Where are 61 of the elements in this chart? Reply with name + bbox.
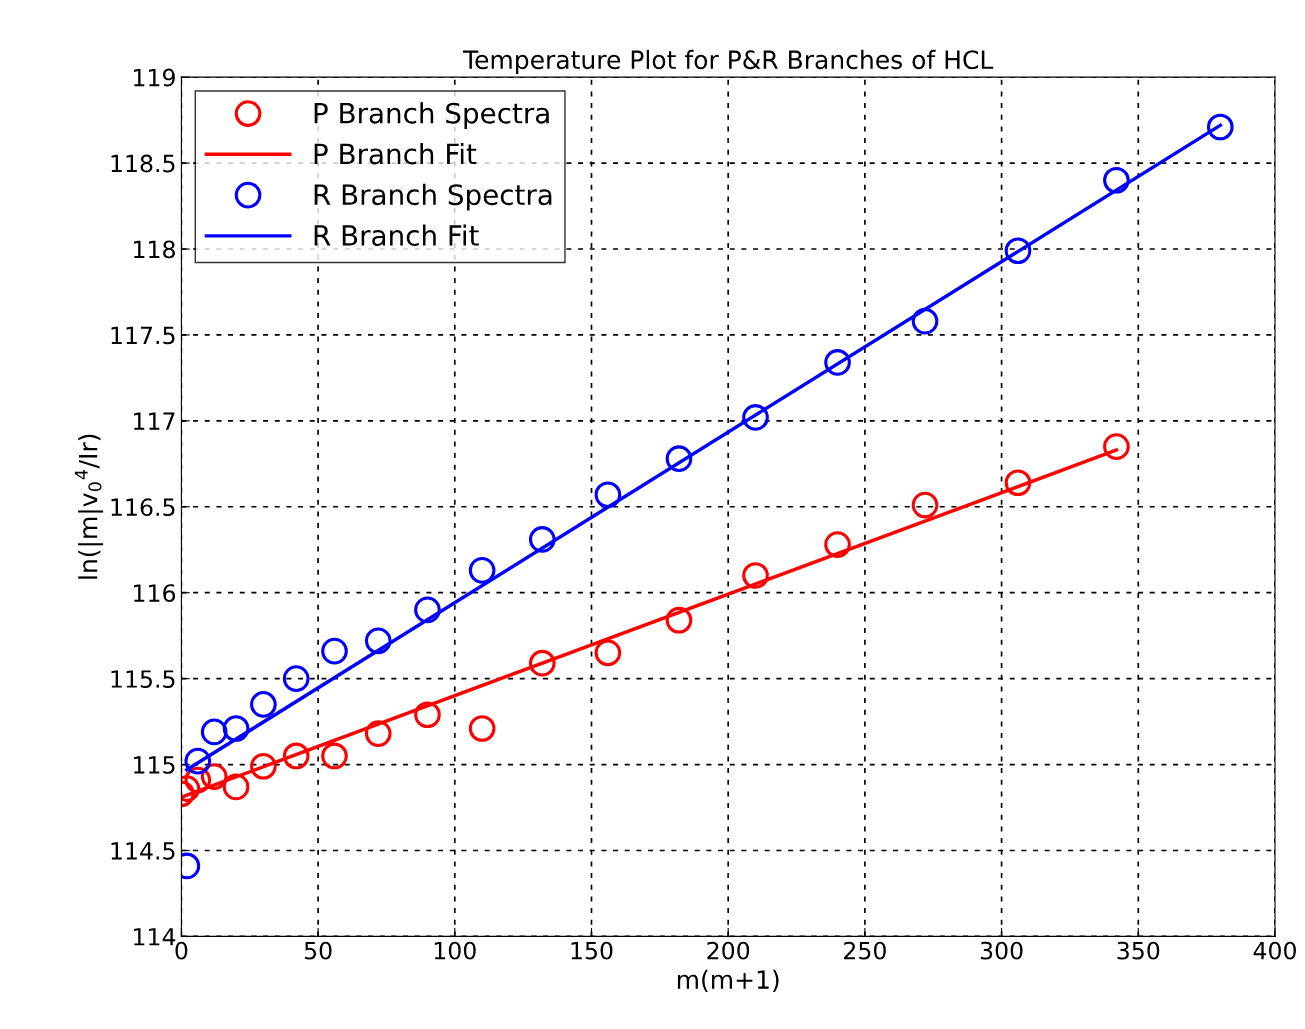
y-tick-label: 116.5 (111, 498, 175, 517)
point (528, 526, 556, 553)
point (282, 665, 310, 692)
legend-label: P Branch Spectra (314, 102, 549, 130)
point (1206, 113, 1234, 141)
y-tick-label: 115.5 (111, 670, 175, 688)
point (1103, 433, 1130, 460)
point (665, 606, 693, 634)
point (742, 562, 769, 589)
x-tick-label: 350 (1117, 941, 1160, 960)
y-tick-label: 119 (134, 68, 175, 87)
point (911, 491, 939, 519)
point (364, 627, 392, 655)
point (528, 649, 556, 677)
y-tick-label: 117 (134, 412, 175, 430)
y-tick-label: 114 (134, 928, 176, 946)
legend-label: R Branch Fit (314, 224, 479, 246)
point (222, 715, 250, 742)
y-tick-label: 114.5 (111, 842, 175, 860)
x-tick-label: 100 (434, 941, 476, 960)
x-tick-label: 400 (1253, 941, 1296, 960)
point (184, 766, 212, 794)
point (414, 701, 441, 729)
x-tick-label: 300 (980, 941, 1023, 960)
legend-label: P Branch Fit (314, 142, 477, 165)
x-tick-label: 250 (844, 941, 886, 960)
y-axis-title: ln(|m|v$_{0}$$^{4}$/Ir) (74, 434, 104, 579)
point (250, 691, 277, 718)
point (1103, 166, 1130, 194)
point (364, 720, 392, 747)
x-tick-label: 150 (571, 941, 613, 960)
point (282, 742, 310, 770)
point (911, 307, 939, 335)
point (1004, 237, 1032, 265)
point (468, 715, 496, 742)
x-tick-label: 0 (175, 941, 188, 960)
point (742, 404, 769, 431)
point (250, 752, 277, 780)
y-tick-label: 116 (134, 584, 176, 603)
point (824, 349, 851, 376)
legend-label: R Branch Spectra (314, 183, 552, 211)
point (468, 557, 496, 584)
point (594, 481, 622, 509)
x-axis-title: m(m+1) (677, 969, 779, 992)
point (824, 531, 851, 558)
point (594, 639, 622, 667)
chart-title: Temperature Plot for P&R Branches of HCL (462, 49, 994, 75)
point (414, 596, 441, 624)
point (222, 773, 250, 801)
point (200, 718, 228, 746)
y-tick-label: 118.5 (111, 154, 175, 173)
y-tick-label: 117.5 (111, 326, 175, 345)
point (1004, 469, 1032, 497)
point (665, 445, 693, 472)
point (321, 637, 348, 665)
y-tick-label: 115 (134, 756, 175, 774)
point (321, 742, 348, 770)
x-tick-label: 50 (304, 941, 332, 960)
y-tick-label: 118 (134, 240, 175, 259)
point (184, 747, 212, 775)
x-tick-label: 200 (707, 941, 750, 960)
